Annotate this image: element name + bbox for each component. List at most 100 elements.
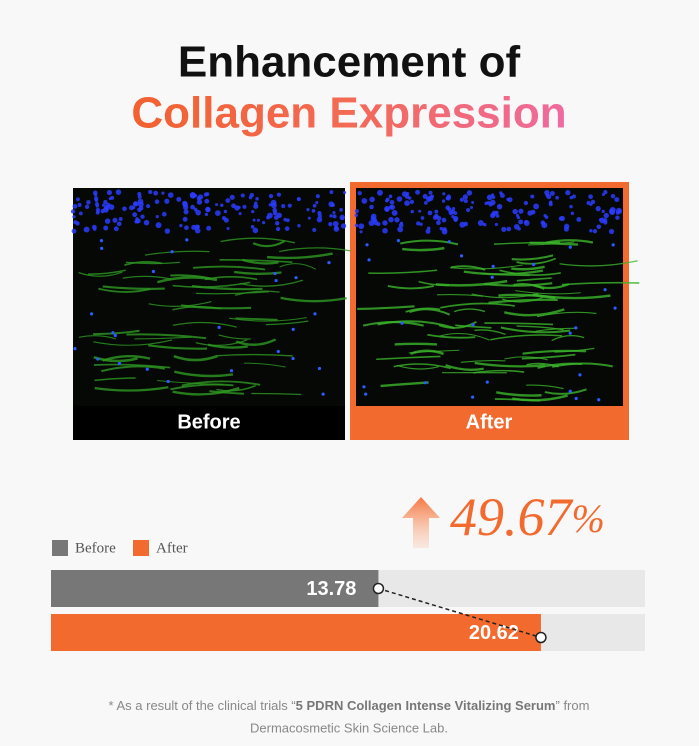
nucleus	[145, 367, 149, 371]
nucleus	[155, 215, 159, 219]
nucleus	[506, 197, 510, 201]
fiber	[500, 326, 571, 334]
nucleus	[491, 195, 496, 200]
fiber	[265, 320, 309, 326]
nucleus	[196, 196, 202, 201]
nucleus	[78, 211, 83, 216]
nucleus	[544, 189, 550, 196]
nucleus	[291, 356, 295, 361]
nucleus	[367, 258, 371, 262]
nucleus	[459, 254, 464, 258]
increase-number: 49.67	[450, 487, 574, 547]
nucleus	[327, 260, 331, 265]
nucleus	[466, 207, 471, 213]
nucleus	[329, 214, 333, 218]
fiber	[234, 270, 282, 275]
nucleus	[423, 381, 427, 385]
nucleus	[132, 206, 136, 210]
nucleus	[441, 217, 447, 223]
nucleus	[362, 385, 366, 389]
nucleus	[425, 228, 431, 234]
nucleus	[90, 312, 94, 316]
fiber	[279, 263, 317, 270]
nucleus	[569, 204, 573, 209]
nucleus	[396, 239, 400, 243]
fiber	[516, 325, 564, 331]
fiber	[551, 362, 613, 368]
nucleus	[166, 379, 170, 384]
fiber	[474, 361, 546, 368]
fiber	[499, 269, 561, 276]
nucleus	[491, 264, 495, 268]
fiber	[229, 317, 307, 322]
fiber	[195, 291, 270, 295]
fiber	[427, 333, 476, 339]
increase: 49.67%	[450, 487, 605, 547]
caption-band	[350, 406, 629, 440]
legend-swatch	[52, 540, 68, 556]
nucleus	[296, 197, 301, 202]
fiber	[88, 269, 126, 275]
nucleus	[488, 202, 493, 207]
nucleus	[570, 211, 575, 216]
nucleus	[106, 189, 112, 196]
nucleus	[397, 226, 404, 233]
fiber	[438, 333, 490, 341]
nucleus	[272, 210, 278, 216]
nucleus	[572, 194, 576, 199]
nucleus	[75, 197, 80, 202]
footnote-product: 5 PDRN Collagen Intense Vitalizing Serum	[296, 698, 556, 713]
nucleus	[266, 212, 273, 219]
fiber	[234, 290, 280, 296]
nucleus	[343, 191, 347, 195]
nucleus	[382, 220, 388, 226]
nucleus	[276, 212, 282, 218]
nucleus	[133, 201, 138, 207]
value-label: 13.78	[306, 578, 356, 600]
nucleus	[394, 217, 400, 223]
footnote: * As a result of the clinical trials “5 …	[109, 698, 590, 713]
fiber	[122, 275, 172, 280]
nucleus	[205, 207, 211, 213]
nucleus	[329, 190, 334, 195]
nucleus	[533, 203, 540, 210]
nucleus	[189, 192, 196, 198]
value-label: 20.62	[469, 622, 519, 644]
nucleus	[283, 217, 287, 222]
nucleus	[70, 209, 76, 214]
nucleus	[357, 191, 362, 196]
nucleus	[268, 193, 274, 199]
nucleus	[115, 189, 122, 195]
nucleus	[226, 227, 230, 231]
nucleus	[313, 312, 317, 316]
nucleus	[328, 221, 333, 227]
nucleus	[613, 306, 617, 310]
nucleus	[77, 202, 82, 207]
nucleus	[399, 221, 404, 225]
nucleus	[548, 201, 552, 205]
fiber	[437, 293, 484, 297]
nucleus	[268, 203, 272, 207]
nucleus	[568, 331, 572, 335]
footnote-line2: Dermacosmetic Skin Science Lab.	[250, 720, 448, 735]
nucleus	[404, 194, 410, 199]
nucleus	[71, 228, 77, 234]
fiber	[402, 246, 445, 252]
nucleus	[447, 240, 451, 244]
nucleus	[101, 203, 106, 207]
nucleus	[523, 200, 529, 206]
fiber	[217, 353, 293, 357]
fiber	[78, 335, 116, 340]
fiber	[496, 391, 542, 397]
nucleus	[471, 200, 475, 205]
nucleus	[184, 225, 189, 231]
nucleus	[103, 199, 108, 205]
nucleus	[589, 229, 593, 233]
bar	[51, 570, 379, 607]
fiber	[377, 320, 455, 329]
nucleus	[563, 223, 570, 230]
nucleus	[164, 198, 170, 204]
fiber	[235, 317, 278, 321]
nucleus	[595, 206, 601, 212]
nucleus	[609, 209, 615, 216]
